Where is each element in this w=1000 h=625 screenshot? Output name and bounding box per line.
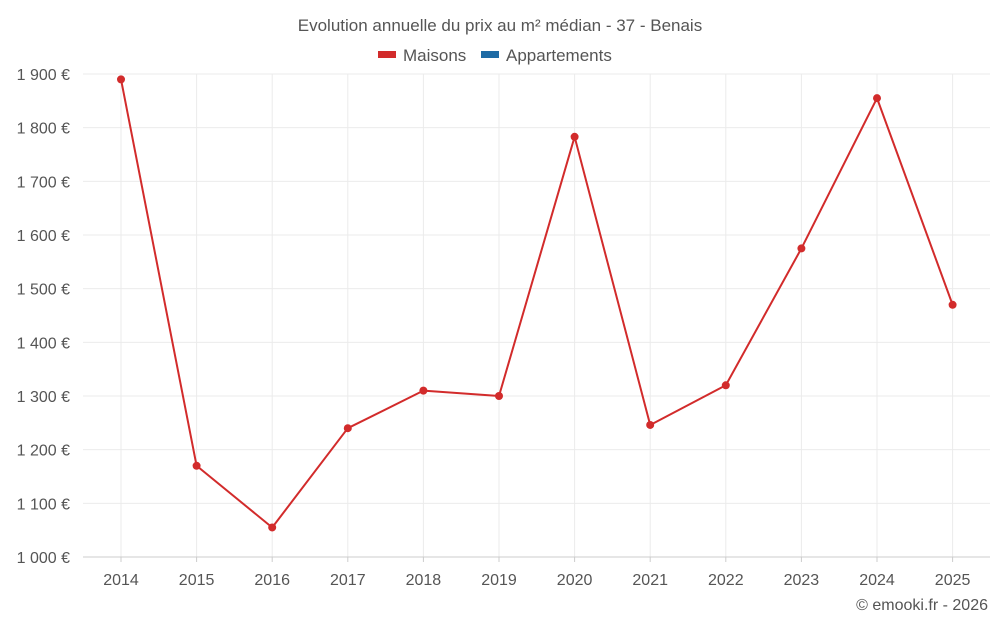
y-axis-ticks: 1 000 € 1 100 € 1 200 € 1 300 € 1 400 € 1 500… — [17, 67, 70, 567]
legend-swatch-appartements — [481, 51, 499, 58]
y-tick-label: 1 900 € — [17, 67, 70, 84]
y-tick-label: 1 400 € — [17, 335, 70, 352]
legend: Maisons Appartements — [378, 46, 612, 65]
y-gridlines — [83, 73, 990, 504]
data-point-maisons[interactable] — [192, 461, 201, 470]
series-layer — [117, 75, 957, 532]
x-tick-label: 2022 — [708, 572, 744, 589]
x-tick-label: 2018 — [406, 572, 442, 589]
x-tick-label: 2025 — [935, 572, 971, 589]
x-tick-label: 2024 — [859, 572, 895, 589]
data-point-maisons[interactable] — [646, 420, 655, 429]
data-point-maisons[interactable] — [117, 75, 125, 84]
data-point-maisons[interactable] — [343, 424, 352, 433]
x-tick-label: 2020 — [557, 572, 593, 589]
legend-label-maisons: Maisons — [403, 46, 466, 65]
legend-item-maisons[interactable]: Maisons — [378, 46, 466, 65]
x-gridlines — [120, 74, 954, 557]
data-point-maisons[interactable] — [797, 244, 806, 253]
credit-text: © emooki.fr - 2026 — [856, 597, 988, 614]
x-tick-label: 2021 — [632, 572, 668, 589]
data-point-maisons[interactable] — [721, 381, 730, 390]
data-point-maisons[interactable] — [948, 300, 957, 309]
chart-title: Evolution annuelle du prix au m² médian … — [298, 16, 702, 35]
y-tick-label: 1 300 € — [17, 389, 70, 406]
y-tick-label: 1 100 € — [17, 496, 70, 513]
y-tick-label: 1 500 € — [17, 282, 70, 299]
legend-label-appartements: Appartements — [506, 46, 612, 65]
x-tick-label: 2023 — [784, 572, 820, 589]
x-axis-ticks: 2014 2015 2016 2017 2018 2019 2020 2021 2022 2023… — [103, 557, 970, 589]
y-tick-label: 1 000 € — [17, 550, 70, 567]
data-point-maisons[interactable] — [419, 386, 428, 395]
series-line-maisons — [120, 79, 954, 529]
y-tick-label: 1 600 € — [17, 228, 70, 245]
x-tick-label: 2017 — [330, 572, 366, 589]
x-tick-label: 2019 — [481, 572, 517, 589]
legend-item-appartements[interactable]: Appartements — [481, 46, 612, 65]
data-point-maisons[interactable] — [873, 94, 881, 103]
data-point-maisons[interactable] — [495, 392, 503, 400]
y-tick-label: 1 700 € — [17, 174, 70, 191]
data-point-maisons[interactable] — [570, 132, 579, 141]
legend-swatch-maisons — [378, 51, 396, 58]
data-point-maisons[interactable] — [268, 523, 277, 532]
y-tick-label: 1 200 € — [17, 443, 70, 460]
x-tick-label: 2014 — [103, 572, 139, 589]
x-tick-label: 2015 — [179, 572, 215, 589]
x-tick-label: 2016 — [254, 572, 290, 589]
y-tick-label: 1 800 € — [17, 121, 70, 138]
